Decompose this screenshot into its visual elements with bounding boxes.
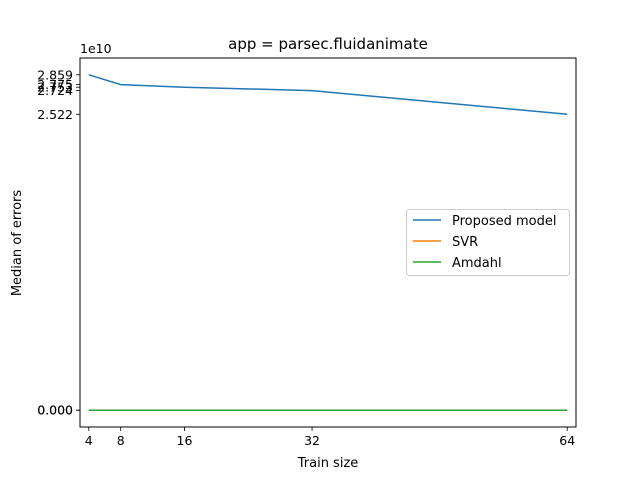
y-tick-label: 2.859 xyxy=(37,67,73,82)
y-offset-label: 1e10 xyxy=(80,41,112,56)
x-tick-label: 4 xyxy=(85,433,93,448)
x-axis-label: Train size xyxy=(297,456,359,471)
y-tick-label: 2.522 xyxy=(37,107,73,122)
series-layer xyxy=(88,74,568,411)
x-tick-label: 32 xyxy=(304,433,320,448)
x-ticks: 4 8 16 32 64 xyxy=(85,427,575,448)
legend-label-2: SVR xyxy=(452,235,478,250)
y-tick-label: 0.000 xyxy=(37,403,73,418)
y-tick-label: 2.724 xyxy=(37,83,73,98)
y-tick-label: 0.000 xyxy=(37,403,73,418)
legend-box xyxy=(406,209,570,276)
y-axis-label: Median of errors xyxy=(10,190,25,297)
x-tick-label: 64 xyxy=(559,433,575,448)
plot-frame xyxy=(79,57,577,428)
series-line-1 xyxy=(88,74,568,116)
y-tick-label: 2.753 xyxy=(37,80,73,95)
legend-label-1: Proposed model xyxy=(452,214,556,229)
legend-label-3: Amdahl xyxy=(452,256,502,271)
x-tick-label: 8 xyxy=(117,433,125,448)
chart-title: app = parsec.fluidanimate xyxy=(228,35,428,53)
y-tick-label: 2.775 xyxy=(37,77,73,92)
x-tick-label: 16 xyxy=(177,433,193,448)
legend: Proposed model SVR Amdahl xyxy=(406,209,570,276)
